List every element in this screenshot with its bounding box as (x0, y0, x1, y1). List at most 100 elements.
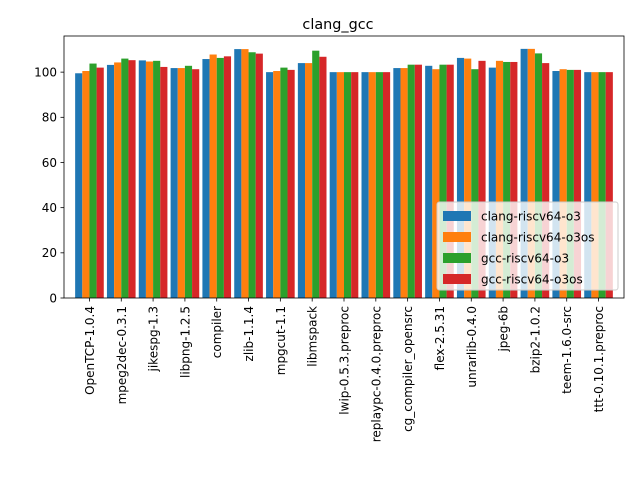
y-tick-label: 0 (49, 291, 57, 305)
bar-clang-riscv64-o3-unrarlib-0.4.0 (456, 57, 465, 298)
bar-gcc-riscv64-o3os-teem-1.6.0-src (573, 69, 582, 298)
bar-gcc-riscv64-o3os-bzip2-1.0.2 (542, 63, 550, 298)
x-tick-label: libmspack (306, 306, 320, 367)
bar-gcc-riscv64-o3os-jikespg-1.3 (160, 66, 168, 298)
legend-label-clang-riscv64-o3os: clang-riscv64-o3os (481, 231, 594, 245)
x-tick-label: flex-2.5.31 (433, 306, 447, 370)
bar-gcc-riscv64-o3os-zlib-1.1.4 (255, 53, 263, 299)
bar-clang-riscv64-o3-teem-1.6.0-src (552, 71, 560, 298)
x-tick-label: zlib-1.1.4 (242, 306, 256, 361)
x-tick-label: ttt-0.10.1.preproc (592, 306, 606, 412)
bar-gcc-riscv64-o3-mpeg2dec-0.3.1 (121, 58, 129, 299)
x-tick-label: cg_compiler_opensrc (401, 306, 415, 432)
y-tick-label: 60 (42, 156, 57, 170)
bar-clang-riscv64-o3os-replaypc-0.4.0.preproc (368, 72, 376, 298)
legend-label-clang-riscv64-o3: clang-riscv64-o3 (481, 210, 581, 224)
x-tick-label: mpgcut-1.1 (274, 306, 288, 375)
x-tick-label: OpenTCP-1.0.4 (83, 306, 97, 395)
bar-gcc-riscv64-o3os-cg_compiler_opensrc (414, 64, 422, 299)
x-tick-label: compiler (210, 306, 224, 358)
bar-clang-riscv64-o3os-mpeg2dec-0.3.1 (114, 62, 122, 299)
bar-clang-riscv64-o3-zlib-1.1.4 (234, 49, 242, 298)
bar-clang-riscv64-o3-mpgcut-1.1 (266, 72, 274, 298)
bar-gcc-riscv64-o3-replaypc-0.4.0.preproc (375, 72, 383, 298)
chart-title: clang_gcc (302, 17, 373, 33)
bar-clang-riscv64-o3os-cg_compiler_opensrc (400, 68, 408, 298)
bar-gcc-riscv64-o3os-OpenTCP-1.0.4 (96, 67, 104, 299)
bar-gcc-riscv64-o3os-flex-2.5.31 (446, 64, 454, 299)
x-tick-label: unrarlib-0.4.0 (465, 306, 479, 388)
bar-gcc-riscv64-o3-unrarlib-0.4.0 (471, 69, 479, 298)
bar-clang-riscv64-o3-libpng-1.2.5 (170, 68, 178, 298)
bar-clang-riscv64-o3-compiler (202, 59, 210, 298)
bar-gcc-riscv64-o3os-mpeg2dec-0.3.1 (128, 60, 136, 298)
bar-clang-riscv64-o3-libmspack (297, 63, 306, 298)
bar-gcc-riscv64-o3os-libmspack (319, 56, 327, 298)
bar-clang-riscv64-o3-OpenTCP-1.0.4 (75, 73, 83, 299)
x-tick-label: bzip2-1.0.2 (528, 306, 542, 373)
bar-clang-riscv64-o3os-libmspack (305, 63, 313, 298)
bar-clang-riscv64-o3os-jpeg-6b (495, 60, 504, 299)
bar-clang-riscv64-o3-cg_compiler_opensrc (393, 68, 401, 298)
x-tick-label: jpeg-6b (497, 306, 511, 353)
bar-clang-riscv64-o3os-lwip-0.5.3.preproc (336, 72, 344, 298)
bar-gcc-riscv64-o3-teem-1.6.0-src (566, 69, 574, 298)
legend-swatch-clang-riscv64-o3 (443, 211, 471, 221)
bar-clang-riscv64-o3-bzip2-1.0.2 (520, 48, 528, 299)
bar-clang-riscv64-o3os-ttt-0.10.1.preproc (591, 72, 599, 298)
bar-gcc-riscv64-o3-mpgcut-1.1 (280, 67, 288, 299)
bar-gcc-riscv64-o3os-ttt-0.10.1.preproc (605, 72, 613, 298)
bar-gcc-riscv64-o3-jikespg-1.3 (153, 60, 161, 299)
bar-gcc-riscv64-o3os-compiler (223, 56, 232, 298)
bar-clang-riscv64-o3os-jikespg-1.3 (145, 61, 154, 298)
bar-clang-riscv64-o3os-zlib-1.1.4 (241, 49, 249, 298)
axes-group: 0 20 40 60 80 100 OpenTCP-1.0.4 mpeg2dec-0.3.1 j… (34, 35, 625, 442)
bar-clang-riscv64-o3-replaypc-0.4.0.preproc (361, 72, 369, 298)
bar-gcc-riscv64-o3-flex-2.5.31 (439, 64, 447, 299)
bar-clang-riscv64-o3-flex-2.5.31 (425, 65, 433, 298)
x-tick-label: mpeg2dec-0.3.1 (115, 306, 129, 404)
y-tick-label: 100 (34, 65, 57, 79)
y-tick-label: 20 (42, 246, 57, 260)
bar-gcc-riscv64-o3os-mpgcut-1.1 (287, 69, 295, 298)
bar-gcc-riscv64-o3os-unrarlib-0.4.0 (478, 60, 486, 299)
y-tick-label: 40 (42, 201, 57, 215)
bar-clang-riscv64-o3os-OpenTCP-1.0.4 (82, 71, 90, 298)
x-tick-label: replaypc-0.4.0.preproc (369, 306, 383, 442)
legend-swatch-clang-riscv64-o3os (443, 232, 471, 242)
bar-gcc-riscv64-o3os-replaypc-0.4.0.preproc (382, 72, 391, 298)
x-tick-label: lwip-0.5.3.preproc (338, 306, 352, 415)
bar-clang-riscv64-o3-mpeg2dec-0.3.1 (106, 64, 115, 298)
bar-clang-riscv64-o3os-teem-1.6.0-src (559, 69, 567, 298)
legend-box (436, 201, 619, 291)
bar-gcc-riscv64-o3os-lwip-0.5.3.preproc (351, 72, 359, 298)
bar-gcc-riscv64-o3-cg_compiler_opensrc (407, 64, 415, 299)
bar-clang-riscv64-o3-jpeg-6b (488, 67, 496, 299)
legend: clang-riscv64-o3 clang-riscv64-o3os gcc-ri… (436, 201, 619, 291)
bar-gcc-riscv64-o3-compiler (216, 57, 224, 298)
bar-gcc-riscv64-o3-libpng-1.2.5 (184, 65, 193, 298)
bar-clang-riscv64-o3os-unrarlib-0.4.0 (464, 58, 472, 299)
bar-gcc-riscv64-o3-libmspack (312, 50, 320, 299)
bar-gcc-riscv64-o3-OpenTCP-1.0.4 (89, 63, 97, 299)
bar-gcc-riscv64-o3-bzip2-1.0.2 (534, 53, 543, 298)
legend-label-gcc-riscv64-o3: gcc-riscv64-o3 (481, 252, 569, 266)
legend-swatch-gcc-riscv64-o3os (443, 274, 471, 284)
bar-clang-riscv64-o3-lwip-0.5.3.preproc (329, 72, 337, 298)
bar-clang-riscv64-o3os-mpgcut-1.1 (273, 71, 281, 298)
bar-gcc-riscv64-o3os-jpeg-6b (510, 61, 518, 298)
bar-gcc-riscv64-o3-ttt-0.10.1.preproc (598, 72, 606, 298)
bar-clang-riscv64-o3-ttt-0.10.1.preproc (584, 72, 592, 298)
bar-gcc-riscv64-o3-zlib-1.1.4 (248, 52, 256, 299)
legend-swatch-gcc-riscv64-o3 (443, 253, 471, 263)
bar-clang-riscv64-o3os-bzip2-1.0.2 (527, 48, 535, 299)
y-tick-label: 80 (42, 111, 57, 125)
bar-clang-riscv64-o3os-flex-2.5.31 (432, 69, 440, 298)
bar-gcc-riscv64-o3-jpeg-6b (503, 61, 511, 298)
x-tick-label: jikespg-1.3 (147, 306, 161, 372)
bar-clang-riscv64-o3os-compiler (209, 54, 217, 298)
bar-gcc-riscv64-o3-lwip-0.5.3.preproc (344, 72, 352, 298)
legend-label-gcc-riscv64-o3os: gcc-riscv64-o3os (481, 273, 583, 287)
x-tick-label: teem-1.6.0-src (560, 306, 574, 394)
